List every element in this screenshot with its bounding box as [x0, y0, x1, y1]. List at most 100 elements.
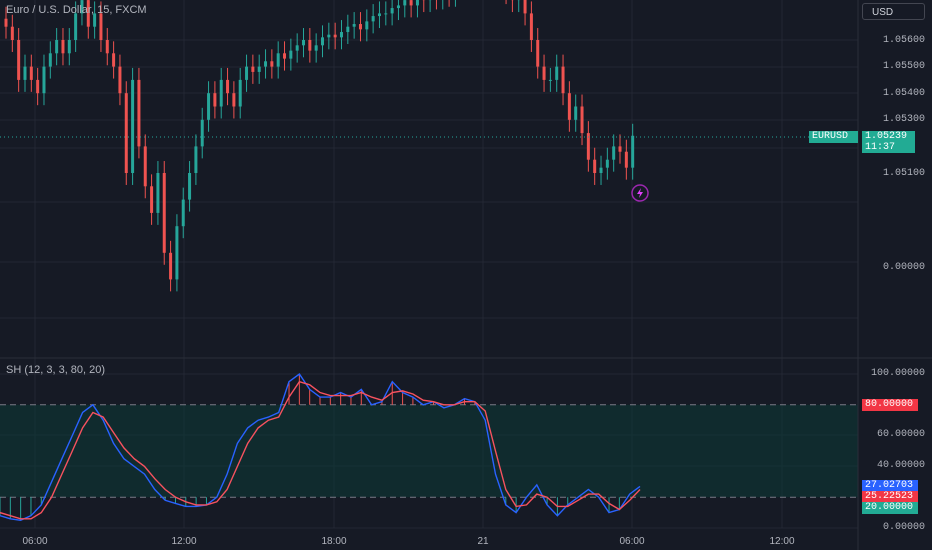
- candle-body: [131, 79, 135, 173]
- candle-body: [346, 26, 350, 33]
- candle-body: [105, 40, 109, 54]
- candle-body: [23, 66, 27, 80]
- lightning-icon[interactable]: [631, 184, 649, 202]
- time-label: 12:00: [769, 536, 795, 547]
- indicator-axis-label: 40.00000: [876, 460, 925, 471]
- candle-body: [415, 0, 419, 6]
- candle-body: [257, 66, 261, 72]
- candle-body: [574, 106, 578, 120]
- candle-body: [213, 93, 217, 107]
- candle-body: [169, 252, 173, 280]
- upper-band-tag: 80.00000: [862, 399, 918, 411]
- candle-body: [48, 53, 52, 67]
- candle-body: [207, 93, 211, 120]
- ticker-tag: EURUSD: [809, 131, 858, 143]
- candle-body: [523, 0, 527, 14]
- candle-body: [86, 0, 90, 27]
- candle-body: [593, 159, 597, 173]
- candle-body: [10, 26, 14, 40]
- candle-body: [99, 13, 103, 40]
- candle-body: [605, 159, 609, 168]
- candle-body: [618, 146, 622, 152]
- candle-body: [150, 186, 154, 213]
- candle-body: [264, 61, 268, 67]
- candle-body: [232, 93, 236, 107]
- candle-body: [586, 133, 590, 160]
- candle-body: [80, 0, 84, 14]
- candle-body: [624, 151, 628, 168]
- candle-body: [548, 79, 552, 81]
- d-value-tag: 25.22523: [862, 491, 918, 503]
- candle-body: [188, 173, 192, 200]
- candle-body: [529, 13, 533, 40]
- price-label: 1.05600: [882, 35, 925, 46]
- candle-body: [396, 5, 400, 9]
- lower-band-tag: 20.00000: [862, 502, 918, 514]
- candle-body: [358, 24, 362, 30]
- time-label: 12:00: [171, 536, 197, 547]
- candle-body: [599, 167, 603, 173]
- candle-body: [118, 66, 122, 94]
- candle-body: [555, 66, 559, 80]
- candle-body: [238, 79, 242, 107]
- candle-body: [327, 34, 331, 38]
- candle-body: [219, 79, 223, 107]
- candle-body: [61, 40, 65, 54]
- candle-body: [295, 45, 299, 51]
- candle-body: [194, 146, 198, 173]
- candle-body: [289, 50, 293, 59]
- price-label: 1.05500: [882, 61, 925, 72]
- candle-body: [308, 40, 312, 51]
- candle-body: [175, 226, 179, 280]
- band-lines: [0, 404, 858, 498]
- price-label: 1.05300: [882, 114, 925, 125]
- candle-body: [112, 53, 116, 67]
- candle-body: [352, 24, 356, 27]
- candle-body: [561, 66, 565, 94]
- candle-body: [17, 40, 21, 80]
- candle-body: [567, 93, 571, 120]
- indicator-axis-label: 60.00000: [876, 429, 925, 440]
- time-label: 21: [477, 536, 489, 547]
- candle-body: [245, 66, 249, 80]
- indicator-axis-label: 0.00000: [882, 522, 925, 533]
- candle-body: [156, 173, 160, 213]
- currency-button[interactable]: USD: [862, 3, 925, 20]
- candle-body: [36, 79, 40, 94]
- candle-body: [162, 173, 166, 253]
- candle-body: [181, 199, 185, 227]
- candle-body: [314, 45, 318, 51]
- candle-body: [339, 32, 343, 38]
- candle-body: [270, 61, 274, 67]
- candle-body: [333, 34, 337, 38]
- candle-body: [226, 79, 230, 94]
- candle-body: [4, 18, 8, 27]
- price-label: 1.05400: [882, 88, 925, 99]
- stochastic-k-line: [0, 373, 641, 522]
- stochastic-d-line: [0, 380, 641, 520]
- candle-body: [321, 37, 324, 46]
- candle-body: [29, 66, 33, 80]
- candle-body: [612, 146, 616, 160]
- candle-body: [42, 66, 46, 94]
- time-label: 06:00: [22, 536, 48, 547]
- candle-body: [93, 13, 97, 27]
- candle-body: [74, 13, 78, 40]
- time-label: 18:00: [321, 536, 347, 547]
- indicator-axis-label: 100.00000: [870, 368, 925, 379]
- candle-body: [371, 16, 375, 22]
- candle-body: [409, 0, 413, 6]
- candle-body: [251, 66, 255, 72]
- candle-body: [384, 13, 388, 15]
- price-label: 0.00000: [882, 262, 925, 273]
- indicator-title[interactable]: SH (12, 3, 3, 80, 20): [6, 364, 106, 376]
- candle-body: [542, 66, 546, 80]
- candle-body: [631, 135, 635, 168]
- candle-body: [67, 40, 71, 54]
- price-label: 1.05100: [882, 168, 925, 179]
- candle-body: [377, 13, 381, 17]
- candle-body: [200, 119, 204, 147]
- candle-body: [580, 106, 584, 134]
- candle-body: [55, 40, 59, 54]
